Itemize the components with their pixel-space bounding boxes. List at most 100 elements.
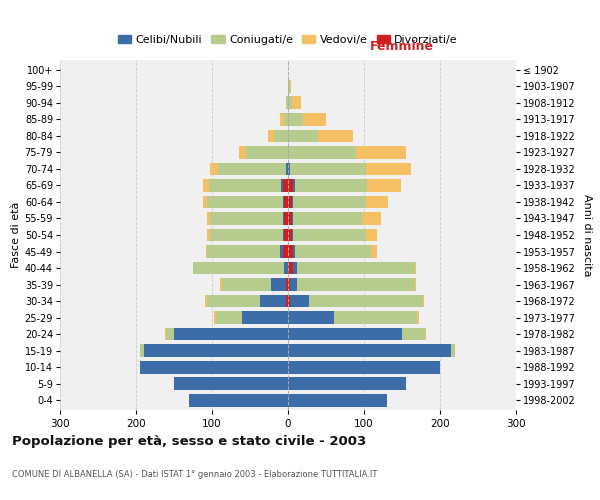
Bar xyxy=(288,328,402,340)
Bar xyxy=(415,262,416,274)
Bar xyxy=(284,212,288,225)
Bar xyxy=(209,179,281,192)
Bar xyxy=(362,212,381,225)
Bar xyxy=(193,262,284,274)
Bar xyxy=(288,360,440,374)
Bar xyxy=(402,328,425,340)
Bar xyxy=(206,212,211,225)
Bar xyxy=(290,80,291,93)
Bar xyxy=(288,113,303,126)
Bar xyxy=(293,179,295,192)
Bar xyxy=(208,245,280,258)
Bar xyxy=(292,212,293,225)
Bar xyxy=(268,130,274,142)
Bar xyxy=(288,311,334,324)
Bar xyxy=(206,245,208,258)
Bar xyxy=(218,162,286,175)
Bar xyxy=(284,196,288,208)
Bar xyxy=(293,245,295,258)
Bar xyxy=(288,262,293,274)
Bar xyxy=(203,179,209,192)
Bar xyxy=(283,245,288,258)
Bar xyxy=(371,245,377,258)
Legend: Celibi/Nubili, Coniugati/e, Vedovi/e, Divorziati/e: Celibi/Nubili, Coniugati/e, Vedovi/e, Di… xyxy=(113,30,463,50)
Bar xyxy=(288,278,290,291)
Bar xyxy=(284,228,288,241)
Bar xyxy=(422,294,424,308)
Bar xyxy=(288,294,290,308)
Bar xyxy=(143,344,288,357)
Bar xyxy=(208,228,211,241)
Bar xyxy=(295,179,367,192)
Bar xyxy=(288,228,292,241)
Bar xyxy=(319,130,353,142)
Bar xyxy=(211,162,218,175)
Bar xyxy=(288,130,319,142)
Bar xyxy=(283,212,284,225)
Bar xyxy=(334,311,417,324)
Bar xyxy=(239,146,246,159)
Bar xyxy=(286,162,288,175)
Bar xyxy=(211,228,283,241)
Bar xyxy=(288,80,290,93)
Bar xyxy=(260,294,286,308)
Bar xyxy=(297,278,415,291)
Bar xyxy=(288,179,293,192)
Text: Popolazione per età, sesso e stato civile - 2003: Popolazione per età, sesso e stato civil… xyxy=(12,435,366,448)
Bar xyxy=(271,278,286,291)
Bar xyxy=(295,245,371,258)
Bar xyxy=(290,294,308,308)
Bar xyxy=(165,328,166,340)
Bar xyxy=(174,377,288,390)
Bar xyxy=(211,212,283,225)
Bar xyxy=(220,278,222,291)
Bar xyxy=(280,245,283,258)
Y-axis label: Fasce di età: Fasce di età xyxy=(11,202,20,268)
Bar xyxy=(203,196,206,208)
Bar xyxy=(367,179,401,192)
Bar xyxy=(274,130,288,142)
Bar xyxy=(288,245,293,258)
Bar xyxy=(290,162,365,175)
Bar xyxy=(206,196,283,208)
Bar xyxy=(292,196,293,208)
Bar xyxy=(206,294,260,308)
Bar xyxy=(140,360,288,374)
Bar xyxy=(356,146,406,159)
Bar xyxy=(293,228,365,241)
Bar xyxy=(365,228,377,241)
Bar xyxy=(290,278,297,291)
Y-axis label: Anni di nascita: Anni di nascita xyxy=(583,194,592,276)
Bar xyxy=(286,278,288,291)
Bar xyxy=(189,394,288,406)
Bar xyxy=(365,196,388,208)
Bar xyxy=(205,294,206,308)
Bar xyxy=(293,262,297,274)
Bar xyxy=(286,294,288,308)
Bar xyxy=(280,113,284,126)
Bar xyxy=(284,113,288,126)
Bar xyxy=(417,311,419,324)
Bar xyxy=(288,146,356,159)
Bar xyxy=(415,278,416,291)
Bar xyxy=(222,278,271,291)
Bar xyxy=(303,113,326,126)
Bar xyxy=(216,311,242,324)
Bar xyxy=(284,262,288,274)
Bar xyxy=(281,179,283,192)
Text: Femmine: Femmine xyxy=(370,40,434,53)
Bar xyxy=(293,212,362,225)
Bar xyxy=(283,179,288,192)
Bar xyxy=(166,328,174,340)
Bar xyxy=(451,344,455,357)
Bar xyxy=(283,196,284,208)
Bar xyxy=(365,162,411,175)
Bar xyxy=(140,344,143,357)
Bar xyxy=(288,394,387,406)
Bar xyxy=(283,228,284,241)
Bar xyxy=(288,162,290,175)
Bar xyxy=(425,328,427,340)
Bar xyxy=(242,311,288,324)
Bar xyxy=(288,96,292,110)
Bar xyxy=(288,212,292,225)
